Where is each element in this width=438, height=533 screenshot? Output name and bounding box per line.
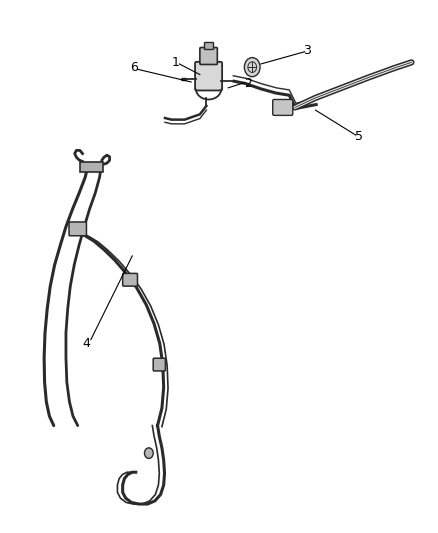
Text: 3: 3	[302, 44, 310, 56]
Text: 6: 6	[130, 61, 138, 74]
Text: 5: 5	[354, 130, 362, 143]
Text: 1: 1	[172, 56, 180, 69]
Text: 4: 4	[82, 337, 90, 350]
FancyBboxPatch shape	[80, 162, 103, 172]
Circle shape	[144, 448, 153, 458]
FancyBboxPatch shape	[153, 358, 165, 371]
FancyBboxPatch shape	[199, 47, 217, 64]
FancyBboxPatch shape	[194, 62, 222, 91]
FancyBboxPatch shape	[272, 100, 292, 115]
FancyBboxPatch shape	[69, 222, 86, 236]
FancyBboxPatch shape	[122, 273, 137, 286]
Circle shape	[244, 58, 259, 77]
FancyBboxPatch shape	[203, 42, 213, 49]
Text: 2: 2	[244, 77, 251, 90]
